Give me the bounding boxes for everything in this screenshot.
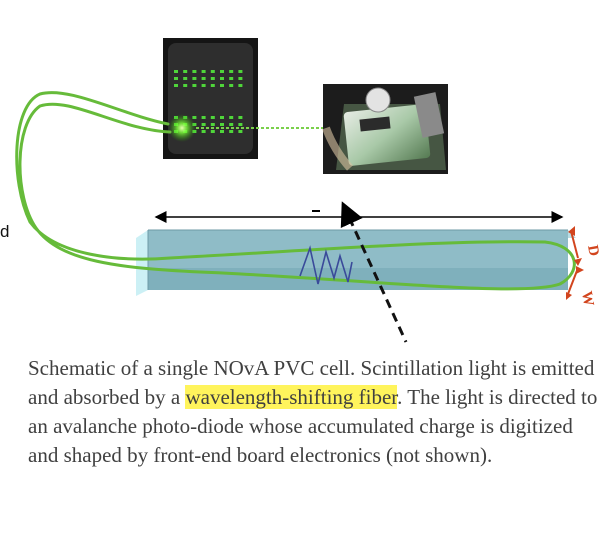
- wls-fiber: [15, 91, 576, 291]
- cropped-edge-letter: d: [0, 222, 10, 241]
- apd-pixel: [220, 116, 224, 119]
- apd-pixel: [210, 84, 215, 87]
- apd-pixel: [210, 77, 215, 80]
- apd-pixel: [201, 77, 206, 80]
- apd-pixel: [192, 77, 197, 80]
- width-dimension-arrow: W: [566, 266, 596, 307]
- apd-pixel: [220, 70, 224, 73]
- apd-pixel: [220, 130, 224, 133]
- apd-pixel: [238, 123, 243, 126]
- apd-pixel: [210, 70, 215, 73]
- figure-caption: Schematic of a single NOvA PVC cell. Sci…: [28, 354, 598, 470]
- depth-label: D: [584, 244, 602, 258]
- board-sticker: [365, 87, 391, 113]
- apd-pixel: [174, 77, 178, 80]
- electronics-board-photo: [322, 84, 448, 174]
- apd-pixel: [210, 123, 215, 126]
- scintillator-bar: [136, 229, 576, 296]
- apd-pixel: [192, 70, 197, 73]
- apd-pixel: [201, 116, 206, 119]
- scintillation-signal: [299, 245, 353, 285]
- apd-pixel: [238, 84, 243, 87]
- apd-pixel: [238, 116, 243, 119]
- apd-pixel: [192, 84, 197, 87]
- apd-pixel: [220, 84, 224, 87]
- apd-pixel: [229, 123, 234, 126]
- apd-pixel: [229, 70, 234, 73]
- apd-pixel: [201, 123, 206, 126]
- apd-pixel: [174, 70, 178, 73]
- apd-pixel: [220, 77, 224, 80]
- apd-array-photo: [163, 38, 258, 159]
- apd-pixel: [220, 123, 224, 126]
- caption-text-before: Schematic of a single NOvA PVC cell. Sci…: [28, 356, 595, 409]
- apd-pixel: [201, 130, 206, 133]
- depth-dimension-arrow: D: [568, 226, 602, 266]
- apd-pixel: [201, 84, 206, 87]
- apd-glow-spot: [168, 114, 196, 142]
- apd-pixel: [183, 77, 188, 80]
- apd-pixel: [210, 116, 215, 119]
- apd-pixel: [210, 130, 215, 133]
- width-label: W: [578, 290, 596, 308]
- caption-text-after: . The light is directed to an avalanche …: [28, 385, 598, 467]
- apd-pixel: [238, 77, 243, 80]
- apd-pixel: [229, 84, 234, 87]
- apd-pixel: [183, 84, 188, 87]
- apd-pixel: [238, 130, 243, 133]
- caption-highlight: wavelength-shifting fiber: [185, 385, 398, 409]
- bar-end-face: [136, 230, 148, 296]
- board-connector: [413, 92, 445, 138]
- particle-track: [340, 201, 408, 343]
- apd-pixel: [192, 116, 197, 119]
- apd-pixel: [229, 77, 234, 80]
- fiber-strand-upper: [15, 91, 576, 291]
- apd-pixel: [229, 116, 234, 119]
- apd-pixel: [238, 70, 243, 73]
- apd-pixel: [183, 70, 188, 73]
- apd-pixel: [174, 84, 178, 87]
- apd-pixel: [201, 70, 206, 73]
- length-dimension-arrow: [154, 210, 564, 223]
- apd-pixel: [229, 130, 234, 133]
